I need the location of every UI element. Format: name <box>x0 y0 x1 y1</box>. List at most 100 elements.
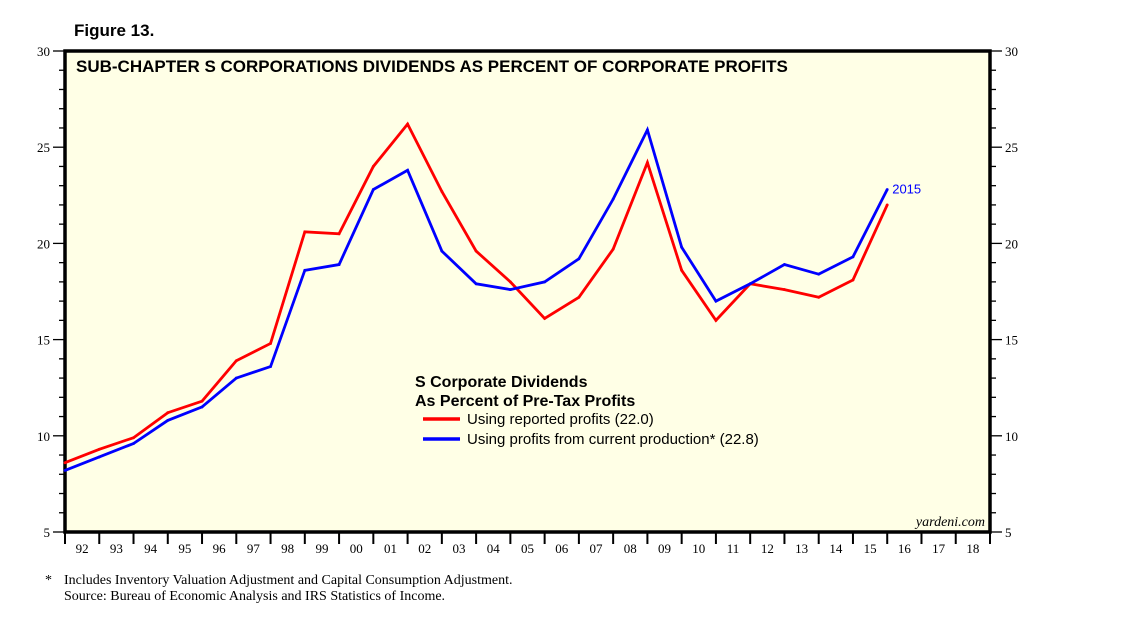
data-point-current-production <box>508 288 512 291</box>
y-tick-label-right: 30 <box>1005 44 1018 59</box>
data-point-current-production <box>337 263 341 266</box>
x-tick-label: 06 <box>555 541 569 556</box>
data-point-current-production <box>783 263 786 266</box>
y-tick-label-right: 25 <box>1005 140 1018 155</box>
data-point-current-production <box>646 128 649 132</box>
x-tick-label: 13 <box>795 541 808 556</box>
data-point-reported <box>269 342 272 345</box>
x-tick-label: 09 <box>658 541 671 556</box>
legend-title-line-2: As Percent of Pre-Tax Profits <box>415 393 635 410</box>
data-point-reported <box>543 317 547 320</box>
x-tick-label: 04 <box>487 541 501 556</box>
data-point-reported <box>885 203 889 207</box>
data-point-current-production <box>303 268 307 272</box>
x-tick-label: 94 <box>144 541 158 556</box>
data-point-current-production <box>474 282 478 286</box>
data-point-current-production <box>543 280 547 284</box>
data-point-reported <box>508 280 512 284</box>
data-point-reported <box>680 268 684 272</box>
data-point-current-production <box>63 469 67 472</box>
data-point-reported <box>817 295 821 299</box>
x-tick-label: 96 <box>213 541 227 556</box>
footnote-adjustments: * Includes Inventory Valuation Adjustmen… <box>45 573 513 589</box>
x-tick-label: 18 <box>966 541 979 556</box>
chart-title: SUB-CHAPTER S CORPORATIONS DIVIDENDS AS … <box>76 57 788 76</box>
data-point-current-production <box>851 255 855 259</box>
data-point-reported <box>577 295 581 299</box>
y-tick-label-left: 25 <box>37 140 50 155</box>
data-point-reported <box>371 165 375 168</box>
x-tick-label: 17 <box>932 541 946 556</box>
footnote-star: * <box>45 573 52 588</box>
x-tick-label: 11 <box>727 541 740 556</box>
data-point-current-production <box>132 442 135 445</box>
figure-label: Figure 13. <box>74 21 155 40</box>
x-tick-label: 92 <box>76 541 89 556</box>
x-tick-label: 07 <box>590 541 604 556</box>
data-point-current-production <box>200 405 204 409</box>
x-tick-label: 12 <box>761 541 774 556</box>
data-point-current-production <box>440 249 444 253</box>
data-point-reported <box>166 411 170 415</box>
y-tick-label-left: 15 <box>37 333 50 348</box>
data-point-current-production <box>577 257 581 261</box>
data-point-current-production <box>680 245 684 249</box>
data-point-current-production <box>714 299 718 303</box>
y-tick-label-left: 5 <box>44 525 51 540</box>
x-tick-label: 15 <box>864 541 877 556</box>
data-point-current-production <box>371 188 375 191</box>
data-point-reported <box>714 318 718 322</box>
x-tick-label: 95 <box>178 541 191 556</box>
data-point-reported <box>234 359 238 363</box>
x-tick-label: 05 <box>521 541 534 556</box>
data-point-reported <box>851 278 855 282</box>
y-tick-label-left: 20 <box>37 236 50 251</box>
plot-frame <box>63 49 992 534</box>
end-year-label: 2015 <box>892 182 921 197</box>
data-point-current-production <box>885 188 889 191</box>
y-tick-label-right: 20 <box>1005 236 1018 251</box>
plot-area <box>65 51 990 532</box>
data-point-reported <box>337 232 341 236</box>
y-tick-label-right: 10 <box>1005 429 1018 444</box>
data-point-current-production <box>748 282 752 286</box>
data-point-reported <box>783 288 786 291</box>
y-tick-label-left: 10 <box>37 429 50 444</box>
data-point-current-production <box>817 272 821 276</box>
data-point-current-production <box>234 376 238 380</box>
data-point-reported <box>97 447 101 451</box>
data-point-current-production <box>166 419 170 422</box>
data-point-reported <box>63 461 67 465</box>
footnote-source: Source: Bureau of Economic Analysis and … <box>64 589 446 604</box>
data-point-current-production <box>269 365 272 368</box>
x-tick-label: 97 <box>247 541 261 556</box>
data-point-reported <box>646 161 649 164</box>
x-tick-label: 99 <box>315 541 328 556</box>
data-point-reported <box>132 436 135 440</box>
x-tick-label: 03 <box>452 541 465 556</box>
legend-label-reported: Using reported profits (22.0) <box>467 411 654 428</box>
x-tick-label: 16 <box>898 541 912 556</box>
x-tick-label: 01 <box>384 541 397 556</box>
y-tick-label-left: 30 <box>37 44 50 59</box>
x-tick-label: 08 <box>624 541 637 556</box>
legend-title-line-1: S Corporate Dividends <box>415 374 588 391</box>
x-tick-label: 98 <box>281 541 294 556</box>
x-tick-label: 10 <box>692 541 705 556</box>
data-point-current-production <box>611 197 615 201</box>
legend-label-current-production: Using profits from current production* (… <box>467 431 759 448</box>
watermark: yardeni.com <box>914 515 985 530</box>
x-tick-label: 02 <box>418 541 431 556</box>
y-tick-label-right: 5 <box>1005 525 1012 540</box>
data-point-reported <box>406 122 409 126</box>
footnote-line-1: Includes Inventory Valuation Adjustment … <box>64 573 513 588</box>
x-tick-label: 93 <box>110 541 123 556</box>
data-point-current-production <box>97 455 101 459</box>
data-point-reported <box>303 230 307 234</box>
data-point-reported <box>200 399 204 403</box>
data-point-reported <box>611 247 615 251</box>
x-tick-label: 00 <box>350 541 363 556</box>
data-point-current-production <box>406 168 409 172</box>
x-tick-label: 14 <box>829 541 843 556</box>
